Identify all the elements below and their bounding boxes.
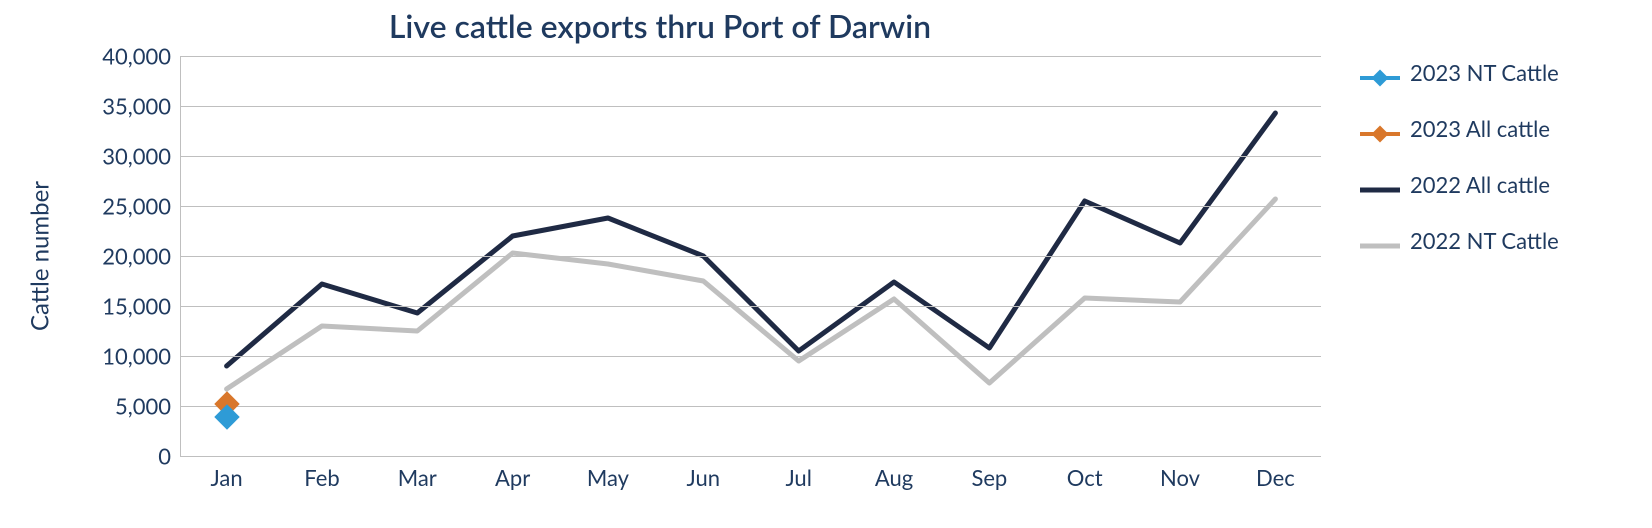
y-tick-label: 0: [158, 443, 181, 470]
x-tick-label: May: [587, 456, 629, 491]
y-tick-label: 30,000: [102, 143, 181, 170]
legend-swatch-all_2023: [1360, 124, 1400, 144]
x-tick-label: Oct: [1067, 456, 1103, 491]
legend-label-all_2023: 2023 All cattle: [1410, 116, 1550, 141]
y-tick-label: 25,000: [102, 193, 181, 220]
x-tick-label: Jul: [785, 456, 811, 491]
grid-line: [181, 306, 1321, 307]
legend-label-nt_2022: 2022 NT Cattle: [1410, 228, 1559, 253]
legend-swatch-nt_2023: [1360, 68, 1400, 88]
grid-line: [181, 206, 1321, 207]
grid-line: [181, 356, 1321, 357]
legend-item-nt_2023: 2023 NT Cattle: [1360, 60, 1559, 88]
legend-label-nt_2023: 2023 NT Cattle: [1410, 60, 1559, 85]
grid-line: [181, 156, 1321, 157]
grid-line: [181, 256, 1321, 257]
y-tick-label: 35,000: [102, 93, 181, 120]
legend-item-all_2022: 2022 All cattle: [1360, 172, 1559, 200]
grid-line: [181, 106, 1321, 107]
legend-swatch-all_2022: [1360, 180, 1400, 200]
y-tick-label: 20,000: [102, 243, 181, 270]
x-tick-label: Nov: [1160, 456, 1200, 491]
grid-line: [181, 56, 1321, 57]
x-tick-label: Mar: [398, 456, 437, 491]
legend-label-all_2022: 2022 All cattle: [1410, 172, 1550, 197]
legend-item-all_2023: 2023 All cattle: [1360, 116, 1559, 144]
x-tick-label: Sep: [971, 456, 1007, 491]
legend: 2023 NT Cattle 2023 All cattle 2022 All ca…: [1360, 60, 1559, 284]
x-tick-label: Aug: [875, 456, 913, 491]
chart-container: Live cattle exports thru Port of Darwin …: [0, 0, 1652, 528]
x-tick-label: Dec: [1256, 456, 1295, 491]
x-tick-label: Feb: [304, 456, 339, 491]
legend-item-nt_2022: 2022 NT Cattle: [1360, 228, 1559, 256]
grid-line: [181, 406, 1321, 407]
y-tick-label: 40,000: [102, 43, 181, 70]
x-tick-label: Apr: [495, 456, 530, 491]
y-tick-label: 5,000: [115, 393, 181, 420]
chart-title: Live cattle exports thru Port of Darwin: [0, 6, 1320, 45]
legend-swatch-nt_2022: [1360, 236, 1400, 256]
series-line-nt_2022: [227, 199, 1276, 389]
x-tick-label: Jun: [687, 456, 721, 491]
y-tick-label: 10,000: [102, 343, 181, 370]
x-tick-label: Jan: [211, 456, 243, 491]
y-axis-label: Cattle number: [26, 181, 55, 331]
y-tick-label: 15,000: [102, 293, 181, 320]
plot-area: 05,00010,00015,00020,00025,00030,00035,0…: [180, 56, 1321, 457]
